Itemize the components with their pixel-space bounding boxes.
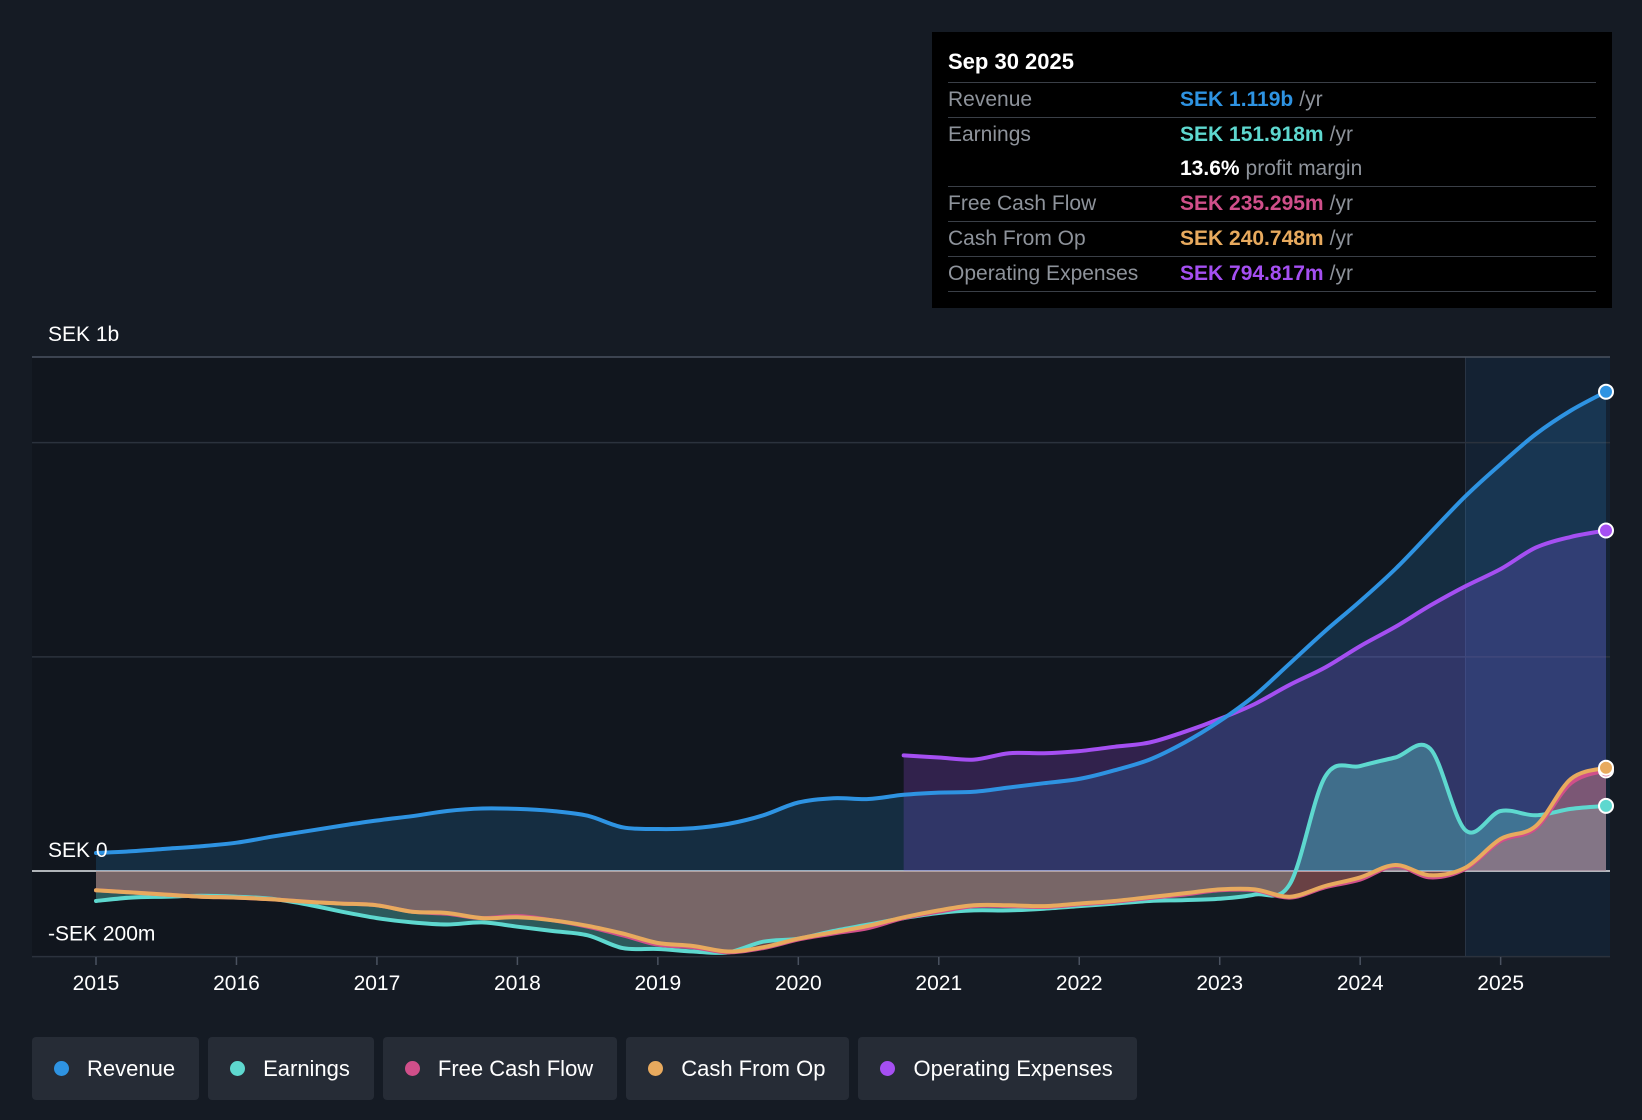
free-cash-flow-dot-icon: [404, 1061, 420, 1076]
free-cash-flow-area: [96, 770, 1606, 953]
x-tick-label: 2022: [1056, 972, 1103, 995]
legend-label: Earnings: [263, 1055, 350, 1081]
operating-expenses-dot-icon: [880, 1061, 896, 1076]
legend-label: Cash From Op: [681, 1055, 826, 1081]
legend-item-earnings[interactable]: Earnings: [208, 1037, 374, 1100]
legend-item-cash-from-op[interactable]: Cash From Op: [626, 1037, 850, 1100]
tooltip-date: Sep 30 2025: [948, 49, 1074, 74]
x-tick-label: 2024: [1337, 972, 1384, 995]
tooltip-unit: profit margin: [1245, 157, 1363, 180]
tooltip-unit: /yr: [1329, 227, 1353, 250]
operating-expenses-end-marker: [1598, 522, 1614, 539]
tooltip-label: Revenue: [948, 88, 1033, 111]
tooltip-unit: /yr: [1329, 192, 1353, 215]
x-tick-label: 2021: [915, 972, 962, 995]
tooltip-label: Free Cash Flow: [948, 192, 1097, 215]
tooltip-row-operating-expenses: Operating Expenses SEK 794.817m /yr: [948, 256, 1596, 292]
tooltip-value: SEK 794.817m: [1180, 262, 1324, 285]
y-tick-label: -SEK 200m: [48, 923, 155, 946]
x-tick-label: 2019: [635, 972, 682, 995]
x-tick-label: 2016: [213, 972, 260, 995]
cash-from-op-area: [96, 767, 1606, 952]
earnings-dot-icon: [230, 1061, 246, 1076]
legend-item-free-cash-flow[interactable]: Free Cash Flow: [382, 1037, 618, 1100]
legend-label: Free Cash Flow: [437, 1055, 594, 1081]
x-tick-label: 2020: [775, 972, 822, 995]
revenue-dot-icon: [54, 1061, 69, 1076]
tooltip-row-revenue: Revenue SEK 1.119b /yr: [948, 82, 1596, 117]
earnings-area: [96, 744, 1606, 954]
legend-item-revenue[interactable]: Revenue: [32, 1037, 200, 1100]
tooltip-label: Earnings: [948, 123, 1031, 146]
operating-expenses-line: [901, 528, 1608, 762]
y-tick-label: SEK 0: [48, 839, 108, 862]
earnings-end-marker: [1598, 797, 1614, 814]
tooltip-value: SEK 235.295m: [1180, 192, 1324, 215]
tooltip-value: SEK 240.748m: [1180, 227, 1324, 250]
tooltip-row-free-cash-flow: Free Cash Flow SEK 235.295m /yr: [948, 186, 1596, 221]
tooltip-label: Operating Expenses: [948, 262, 1139, 285]
tooltip-label: Cash From Op: [948, 227, 1086, 250]
cash-from-op-line: [94, 765, 1608, 954]
tooltip-unit: /yr: [1329, 262, 1353, 285]
tooltip-row-profit-margin: 13.6% profit margin: [948, 152, 1596, 186]
x-tick-label: 2018: [494, 972, 541, 995]
x-tick-label: 2025: [1477, 972, 1524, 995]
data-tooltip: Sep 30 2025 Revenue SEK 1.119b /yr Earni…: [932, 32, 1612, 308]
tooltip-row-earnings: Earnings SEK 151.918m /yr: [948, 117, 1596, 152]
legend-label: Operating Expenses: [913, 1055, 1113, 1081]
x-tick-label: 2017: [354, 972, 401, 995]
tooltip-unit: /yr: [1299, 88, 1323, 111]
legend-item-operating-expenses[interactable]: Operating Expenses: [858, 1037, 1137, 1100]
x-tick-label: 2015: [73, 972, 120, 995]
y-tick-label: SEK 1b: [48, 323, 119, 346]
tooltip-value: SEK 1.119b: [1180, 88, 1294, 111]
revenue-line: [94, 389, 1608, 856]
cash-from-op-end-marker: [1598, 759, 1614, 776]
tooltip-row-cash-from-op: Cash From Op SEK 240.748m /yr: [948, 221, 1596, 256]
revenue-area: [96, 391, 1606, 871]
x-tick-label: 2023: [1196, 972, 1243, 995]
tooltip-value: 13.6%: [1180, 157, 1240, 180]
tooltip-value: SEK 151.918m: [1180, 123, 1324, 146]
tooltip-unit: /yr: [1329, 123, 1353, 146]
cash-from-op-dot-icon: [648, 1061, 664, 1076]
legend-label: Revenue: [87, 1055, 176, 1081]
chart-legend: Revenue Earnings Free Cash Flow Cash Fro…: [32, 1037, 1137, 1100]
operating-expenses-area: [903, 530, 1606, 871]
revenue-end-marker: [1598, 383, 1614, 400]
